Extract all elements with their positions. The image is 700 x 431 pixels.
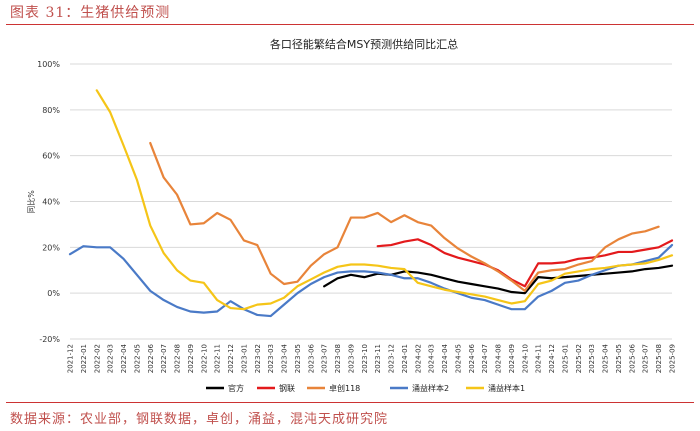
- x-tick-label: 2023-05: [294, 344, 302, 373]
- x-tick-label: 2025-02: [575, 344, 583, 373]
- legend: 官方 钢联 卓创118 涌益样本2 涌益样本1: [206, 383, 525, 393]
- series-line-2: [149, 141, 660, 292]
- y-tick-label: 40%: [42, 198, 60, 207]
- x-tick-label: 2022-01: [80, 344, 88, 373]
- x-tick-label: 2022-04: [120, 343, 128, 373]
- legend-label: 卓创118: [329, 383, 360, 393]
- x-tick-label: 2024-11: [535, 344, 543, 373]
- y-tick-label: 20%: [42, 243, 60, 252]
- x-tick-label: 2024-12: [548, 344, 556, 373]
- x-tick-label: 2025-08: [655, 344, 663, 373]
- x-tick-label: 2023-10: [361, 344, 369, 373]
- x-tick-label: 2024-03: [428, 344, 436, 373]
- top-rule: [6, 24, 694, 25]
- x-tick-label: 2023-02: [254, 344, 262, 373]
- x-tick-label: 2021-12: [67, 344, 75, 373]
- x-tick-label: 2025-03: [588, 344, 596, 373]
- x-tick-label: 2023-04: [281, 343, 289, 373]
- x-tick-label: 2024-08: [495, 344, 503, 373]
- y-axis-ticks: -20% 0% 20% 40% 60% 80% 100%: [37, 60, 60, 344]
- y-tick-label: 80%: [42, 106, 60, 115]
- x-tick-label: 2023-01: [240, 344, 248, 373]
- x-tick-label: 2022-09: [187, 344, 195, 373]
- x-tick-label: 2022-12: [227, 344, 235, 373]
- series-lines: [68, 89, 674, 318]
- x-tick-label: 2023-09: [347, 344, 355, 373]
- x-tick-label: 2022-10: [200, 344, 208, 373]
- x-tick-label: 2024-07: [481, 344, 489, 373]
- data-source: 数据来源：农业部，钢联数据，卓创，涌益，混沌天成研究院: [10, 412, 389, 427]
- x-tick-label: 2023-06: [307, 343, 315, 373]
- x-tick-label: 2022-06: [147, 343, 155, 373]
- series-line-4: [95, 89, 674, 311]
- x-tick-label: 2022-02: [93, 344, 101, 373]
- x-tick-label: 2022-08: [174, 344, 182, 373]
- y-axis-label: 同比%: [26, 190, 36, 214]
- x-tick-label: 2024-09: [508, 344, 516, 373]
- legend-label: 官方: [228, 383, 244, 393]
- x-tick-label: 2024-02: [414, 344, 422, 373]
- x-tick-label: 2023-03: [267, 344, 275, 373]
- x-tick-label: 2025-09: [669, 344, 677, 373]
- y-tick-label: 100%: [37, 60, 60, 69]
- legend-label: 涌益样本1: [488, 383, 525, 393]
- chart-title: 各口径能繁结合MSY预测供给同比汇总: [270, 37, 458, 51]
- x-tick-label: 2023-08: [334, 344, 342, 373]
- x-tick-label: 2022-05: [133, 344, 141, 373]
- series-line-3: [68, 243, 674, 318]
- x-tick-label: 2025-04: [602, 343, 610, 373]
- legend-label: 钢联: [279, 383, 295, 393]
- series-line-1: [376, 238, 674, 288]
- x-tick-label: 2022-03: [107, 344, 115, 373]
- x-tick-label: 2024-04: [441, 343, 449, 373]
- x-tick-label: 2022-11: [214, 344, 222, 373]
- x-tick-label: 2023-12: [388, 344, 396, 373]
- x-tick-label: 2024-10: [521, 344, 529, 373]
- x-tick-label: 2025-06: [628, 343, 636, 373]
- bottom-rule: [6, 402, 694, 403]
- y-tick-label: 0%: [47, 289, 60, 298]
- x-tick-label: 2023-07: [321, 344, 329, 373]
- figure-caption: 图表 31：生猪供给预测: [10, 5, 171, 21]
- x-tick-label: 2024-05: [454, 344, 462, 373]
- x-tick-label: 2024-01: [401, 344, 409, 373]
- x-tick-label: 2025-05: [615, 344, 623, 373]
- x-tick-label: 2024-06: [468, 343, 476, 373]
- x-tick-label: 2023-11: [374, 344, 382, 373]
- y-tick-label: -20%: [39, 335, 60, 344]
- x-tick-label: 2025-07: [642, 344, 650, 373]
- x-tick-label: 2025-01: [561, 344, 569, 373]
- y-tick-label: 60%: [42, 152, 60, 161]
- grid-lines: [70, 63, 672, 340]
- legend-label: 涌益样本2: [412, 383, 449, 393]
- x-tick-label: 2022-07: [160, 344, 168, 373]
- x-axis-ticks: 2021-12 2022-01 2022-02 2022-03 2022-04 2022-…: [67, 343, 677, 373]
